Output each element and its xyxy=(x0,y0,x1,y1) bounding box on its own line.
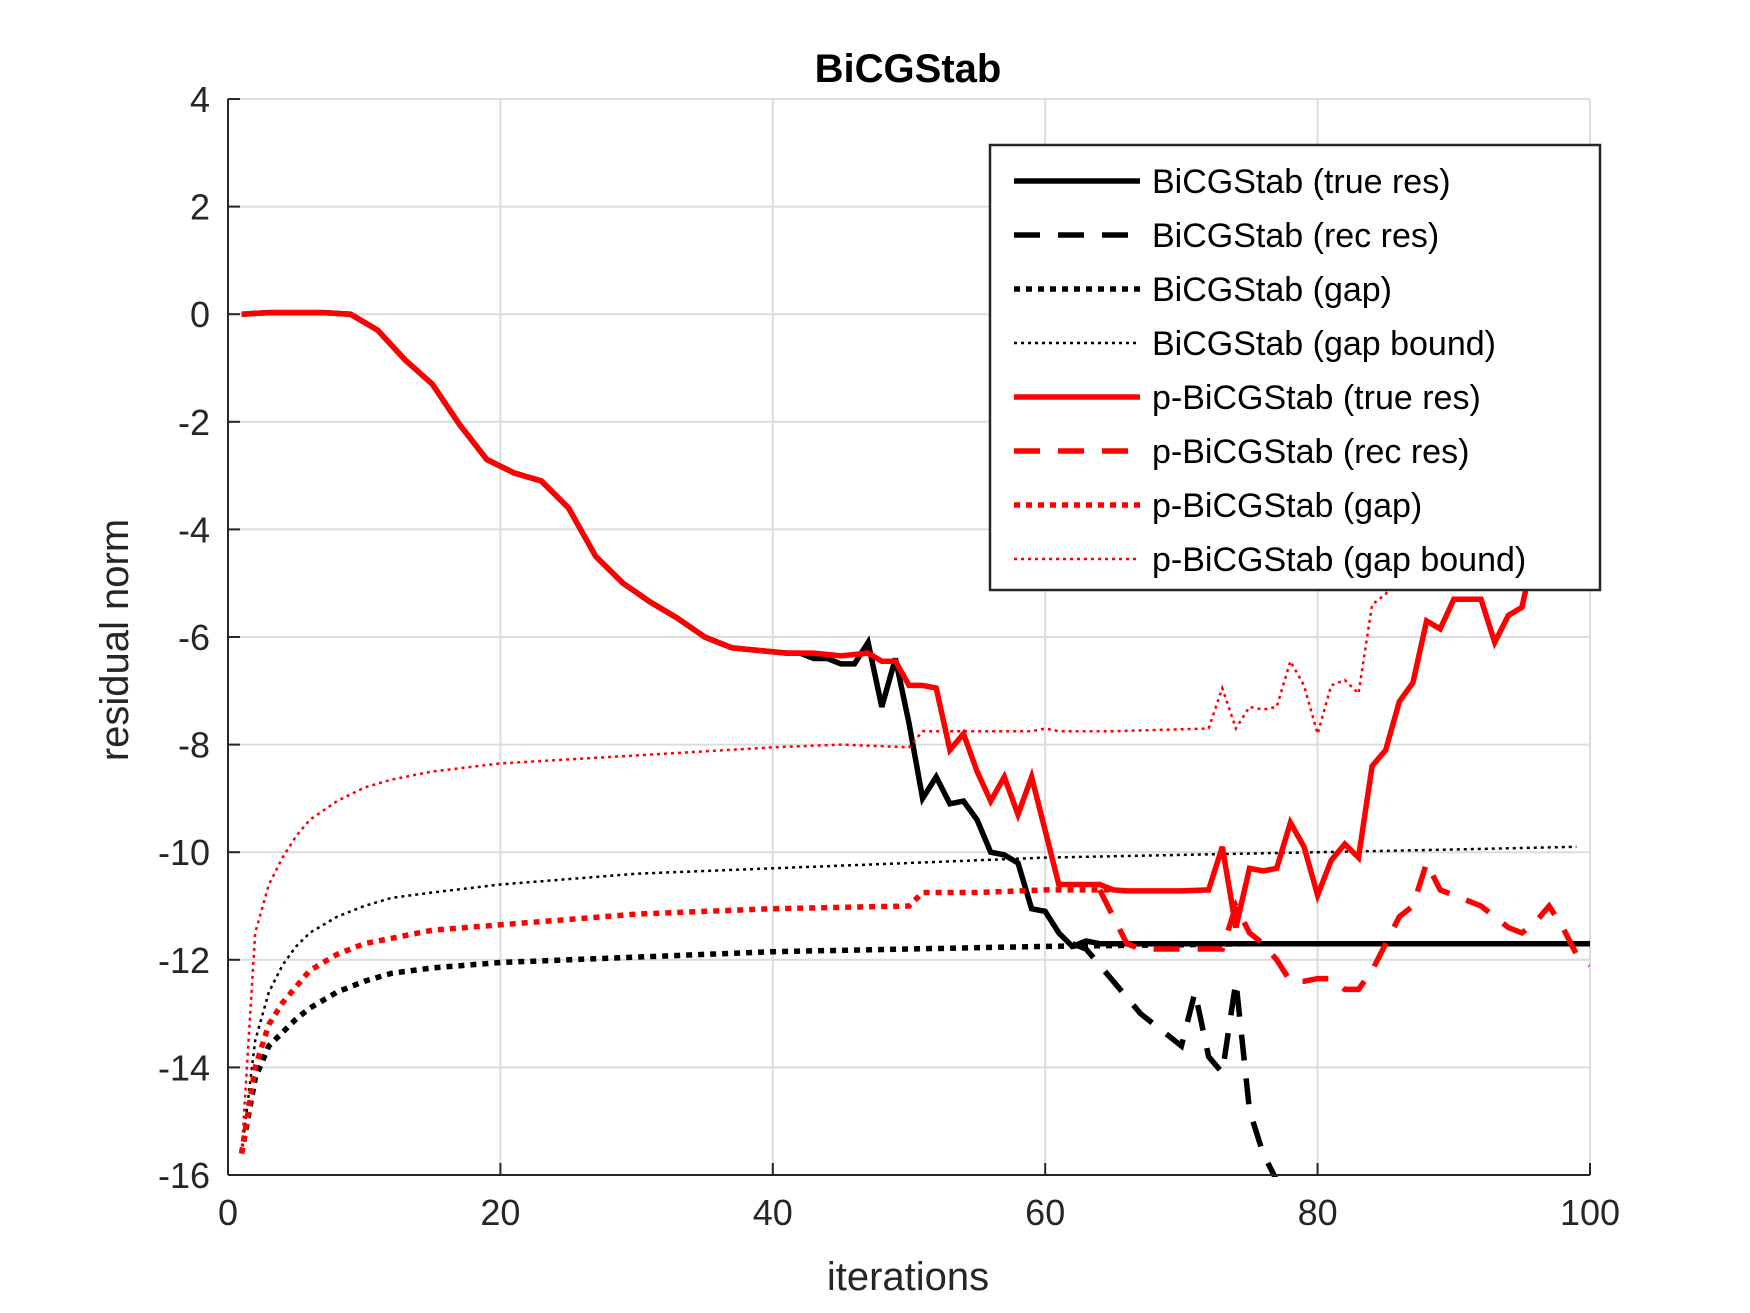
series-line-8 xyxy=(240,310,1578,1154)
y-tick-label: -8 xyxy=(178,725,210,766)
legend-label-1: BiCGStab (true res) xyxy=(1152,163,1451,201)
y-tick-label: -14 xyxy=(158,1047,210,1088)
series-line-6 xyxy=(1097,855,1590,993)
y-axis-label: residual norm xyxy=(93,519,137,761)
x-tick-label: 0 xyxy=(218,1192,238,1233)
chart-title: BiCGStab xyxy=(815,47,1002,91)
y-tick-label: 0 xyxy=(190,294,210,335)
y-tick-label: -6 xyxy=(178,617,210,658)
axes xyxy=(227,98,1591,1176)
y-tick-label: -12 xyxy=(158,940,210,981)
legend-label-3: BiCGStab (gap) xyxy=(1152,271,1392,309)
y-tick-label: -10 xyxy=(158,832,210,873)
legend-label-6: p-BiCGStab (rec res) xyxy=(1152,433,1469,471)
y-tick-label: 2 xyxy=(190,187,210,228)
y-tick-label: -4 xyxy=(178,509,210,550)
legend-label-7: p-BiCGStab (gap) xyxy=(1152,487,1422,525)
legend-label-8: p-BiCGStab (gap bound) xyxy=(1152,541,1526,579)
series-line-2 xyxy=(1071,941,1279,1177)
x-tick-label: 100 xyxy=(1560,1192,1620,1233)
series-layer xyxy=(238,309,1590,1177)
legend: BiCGStab (true res) BiCGStab (rec res) BiC… xyxy=(988,143,1602,592)
x-tick-label: 60 xyxy=(1025,1192,1065,1233)
y-tick-label: 4 xyxy=(190,79,210,120)
x-tick-label: 40 xyxy=(753,1192,793,1233)
y-tick-label: -16 xyxy=(158,1155,210,1196)
legend-label-5: p-BiCGStab (true res) xyxy=(1152,379,1481,417)
series-line-5 xyxy=(241,309,1590,929)
legend-label-4: BiCGStab (gap bound) xyxy=(1152,325,1496,363)
x-tick-label: 20 xyxy=(480,1192,520,1233)
x-axis-label: iterations xyxy=(827,1255,989,1299)
x-tick-label: 80 xyxy=(1298,1192,1338,1233)
y-tick-label: -2 xyxy=(178,402,210,443)
series-line-3 xyxy=(238,940,1250,1154)
legend-box xyxy=(988,143,1602,592)
legend-label-2: BiCGStab (rec res) xyxy=(1152,217,1439,255)
